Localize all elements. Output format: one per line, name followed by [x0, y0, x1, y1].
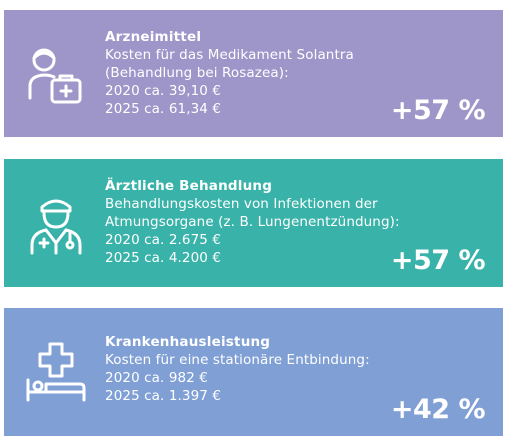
card-text: Ärztliche Behandlung Behandlungskosten v…: [105, 177, 443, 267]
card-line: 2025 ca. 61,34 €: [105, 101, 222, 117]
hospital-bed-icon: [24, 340, 88, 404]
cost-card-arzneimittel: Arzneimittel Kosten für das Medikament S…: [4, 10, 503, 137]
change-percentage: +57 %: [390, 95, 486, 126]
card-line: 2025 ca. 1.397 €: [105, 388, 222, 404]
card-line: (Behandlung bei Rosazea):: [105, 65, 289, 81]
physician-stethoscope-icon: [24, 193, 88, 257]
change-percentage: +57 %: [390, 245, 486, 276]
cost-card-krankenhausleistung: Krankenhausleistung Kosten für eine stat…: [4, 308, 503, 436]
change-percentage: +42 %: [390, 394, 486, 425]
card-line: 2020 ca. 2.675 €: [105, 232, 222, 248]
card-line: Behandlungskosten von Infektionen der: [105, 196, 378, 212]
card-line: Kosten für eine stationäre Entbindung:: [105, 352, 370, 368]
card-line: 2020 ca. 39,10 €: [105, 83, 222, 99]
doctor-medical-bag-icon: [24, 44, 88, 108]
card-line: 2025 ca. 4.200 €: [105, 250, 222, 266]
cost-card-aerztliche-behandlung: Ärztliche Behandlung Behandlungskosten v…: [4, 159, 503, 287]
card-title: Ärztliche Behandlung: [105, 178, 273, 194]
card-text: Krankenhausleistung Kosten für eine stat…: [105, 333, 373, 405]
card-title: Krankenhausleistung: [105, 334, 271, 350]
card-line: Kosten für das Medikament Solantra: [105, 47, 354, 63]
card-title: Arzneimittel: [105, 29, 202, 45]
card-line: Atmungsorgane (z. B. Lungenentzündung):: [105, 214, 400, 230]
card-text: Arzneimittel Kosten für das Medikament S…: [105, 28, 373, 118]
card-line: 2020 ca. 982 €: [105, 370, 208, 386]
